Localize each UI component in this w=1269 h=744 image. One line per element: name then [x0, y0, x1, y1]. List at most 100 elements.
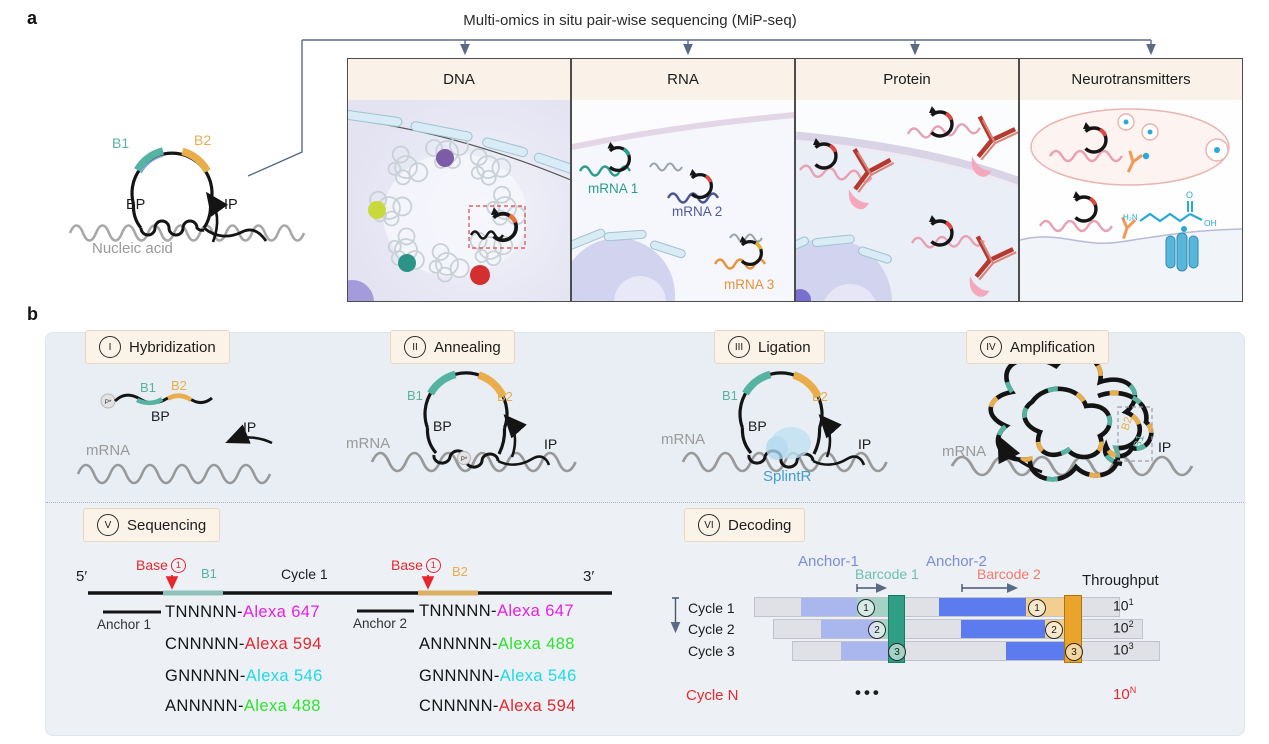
panel-nt-header: Neurotransmitters	[1020, 59, 1242, 101]
ellipsis-dots: •••	[855, 683, 882, 702]
probe-sequence: TNNNNN-	[419, 602, 497, 620]
dye-name: Alexa 647	[242, 603, 320, 621]
read-number-3: 3	[1065, 643, 1083, 661]
dye-name: Alexa 488	[497, 635, 575, 653]
tp-exp: 2	[1128, 619, 1134, 629]
probe-sequence: GNNNNN-	[165, 667, 246, 685]
probe-row: TNNNNN-Alexa 647	[165, 603, 320, 622]
tp-base: 10	[1113, 619, 1129, 636]
throughput-value-3: 103	[1113, 641, 1134, 658]
panel-dna-header: DNA	[348, 59, 570, 101]
step-label: Annealing	[434, 338, 501, 356]
probe-row: ANNNNN-Alexa 488	[419, 635, 575, 654]
probe-sequence: ANNNNN-	[419, 635, 498, 653]
decoding-bar-cycle2	[773, 619, 1143, 639]
panel-rna-header: RNA	[572, 59, 794, 101]
panel-dna-body	[348, 100, 570, 301]
tp-base: 10	[1113, 641, 1129, 658]
panel-protein: Protein	[795, 58, 1019, 302]
probe-row: CNNNNN-Alexa 594	[419, 697, 576, 716]
padlock-probe-schematic: B1 B2 BP IP Nucleic acid	[68, 132, 306, 257]
ip-label: IP	[224, 197, 238, 213]
read-number-2: 2	[1045, 621, 1063, 639]
step-label: Hybridization	[129, 338, 216, 356]
probe-row: ANNNNN-Alexa 488	[165, 697, 321, 716]
cycle-n-label: Cycle N	[686, 687, 739, 704]
step-label: Ligation	[758, 338, 811, 356]
step-label: Amplification	[1010, 338, 1096, 356]
anchor1-segment	[821, 620, 875, 638]
cycle3-row-label: Cycle 3	[688, 643, 735, 659]
read-number-2: 2	[868, 621, 886, 639]
b2-label: B2	[194, 132, 211, 148]
throughput-value-2: 102	[1113, 619, 1134, 636]
panel-a-label: a	[27, 8, 38, 28]
decoding-bar-cycle3	[792, 641, 1160, 661]
throughput-value-1: 101	[1113, 597, 1134, 614]
dye-name: Alexa 546	[245, 667, 323, 685]
dye-name: Alexa 647	[496, 602, 574, 620]
barcode2-header: Barcode 2	[977, 566, 1041, 582]
b1-tick-label: B1	[201, 566, 217, 581]
probe-sequence: TNNNNN-	[165, 603, 243, 621]
step-box-hybridization: I Hybridization	[85, 330, 230, 364]
base-number: 1	[425, 557, 441, 573]
dye-name: Alexa 594	[498, 697, 576, 715]
step-numeral: VI	[698, 514, 720, 536]
panel-rna-body	[572, 100, 794, 301]
base-callout-2: Base 1	[391, 557, 441, 573]
cycle2-row-label: Cycle 2	[688, 621, 735, 637]
step-numeral: V	[97, 514, 119, 536]
base-word: Base	[136, 557, 168, 573]
panel-nt-body	[1020, 100, 1242, 301]
probe-sequence: CNNNNN-	[419, 697, 499, 715]
nucleic-acid-label: Nucleic acid	[92, 240, 173, 257]
step-box-ligation: III Ligation	[714, 330, 825, 364]
five-prime-label: 5′	[76, 568, 88, 585]
anchor1-label: Anchor 1	[97, 617, 152, 632]
step-box-sequencing: V Sequencing	[83, 508, 221, 542]
tp-exp: 1	[1128, 597, 1134, 607]
barcode1-header: Barcode 1	[855, 566, 919, 582]
anchor2-segment	[939, 598, 1026, 616]
tp-base: 10	[1113, 597, 1129, 614]
step-label: Sequencing	[127, 516, 207, 534]
base-word: Base	[391, 557, 423, 573]
throughput-value-n: 10N	[1113, 685, 1136, 703]
step-box-annealing: II Annealing	[390, 330, 515, 364]
anchor1-header: Anchor-1	[798, 553, 859, 570]
anchor1-segment	[801, 598, 857, 616]
anchor2-segment	[961, 620, 1045, 638]
panel-rna: RNA	[571, 58, 795, 302]
panel-dna: DNA	[347, 58, 571, 302]
probe-row: GNNNNN-Alexa 546	[419, 667, 577, 686]
anchor1-segment	[841, 642, 889, 660]
base-callout-1: Base 1	[136, 557, 186, 573]
cycle1-label: Cycle 1	[281, 566, 328, 582]
read-number-3: 3	[888, 643, 906, 661]
bp-label: BP	[126, 197, 145, 213]
base-number: 1	[170, 557, 186, 573]
step-label: Decoding	[728, 516, 792, 534]
read-number-1: 1	[857, 599, 875, 617]
panel-b-bottom-section	[46, 502, 1244, 735]
dye-name: Alexa 488	[243, 697, 321, 715]
step-numeral: III	[728, 336, 750, 358]
panel-protein-header: Protein	[796, 59, 1018, 101]
tp-exp: 3	[1128, 641, 1134, 651]
probe-row: CNNNNN-Alexa 594	[165, 635, 322, 654]
b2-tick-label: B2	[452, 564, 468, 579]
step-numeral: IV	[980, 336, 1002, 358]
tp-exp: N	[1129, 685, 1137, 695]
dye-name: Alexa 546	[499, 667, 577, 685]
throughput-header: Throughput	[1082, 572, 1159, 589]
probe-row: GNNNNN-Alexa 546	[165, 667, 323, 686]
dye-name: Alexa 594	[244, 635, 322, 653]
three-prime-label: 3′	[583, 568, 595, 585]
anchor2-segment	[1006, 642, 1065, 660]
tp-base: 10	[1113, 686, 1130, 703]
step-box-amplification: IV Amplification	[966, 330, 1110, 364]
probe-sequence: CNNNNN-	[165, 635, 245, 653]
step-numeral: I	[99, 336, 121, 358]
